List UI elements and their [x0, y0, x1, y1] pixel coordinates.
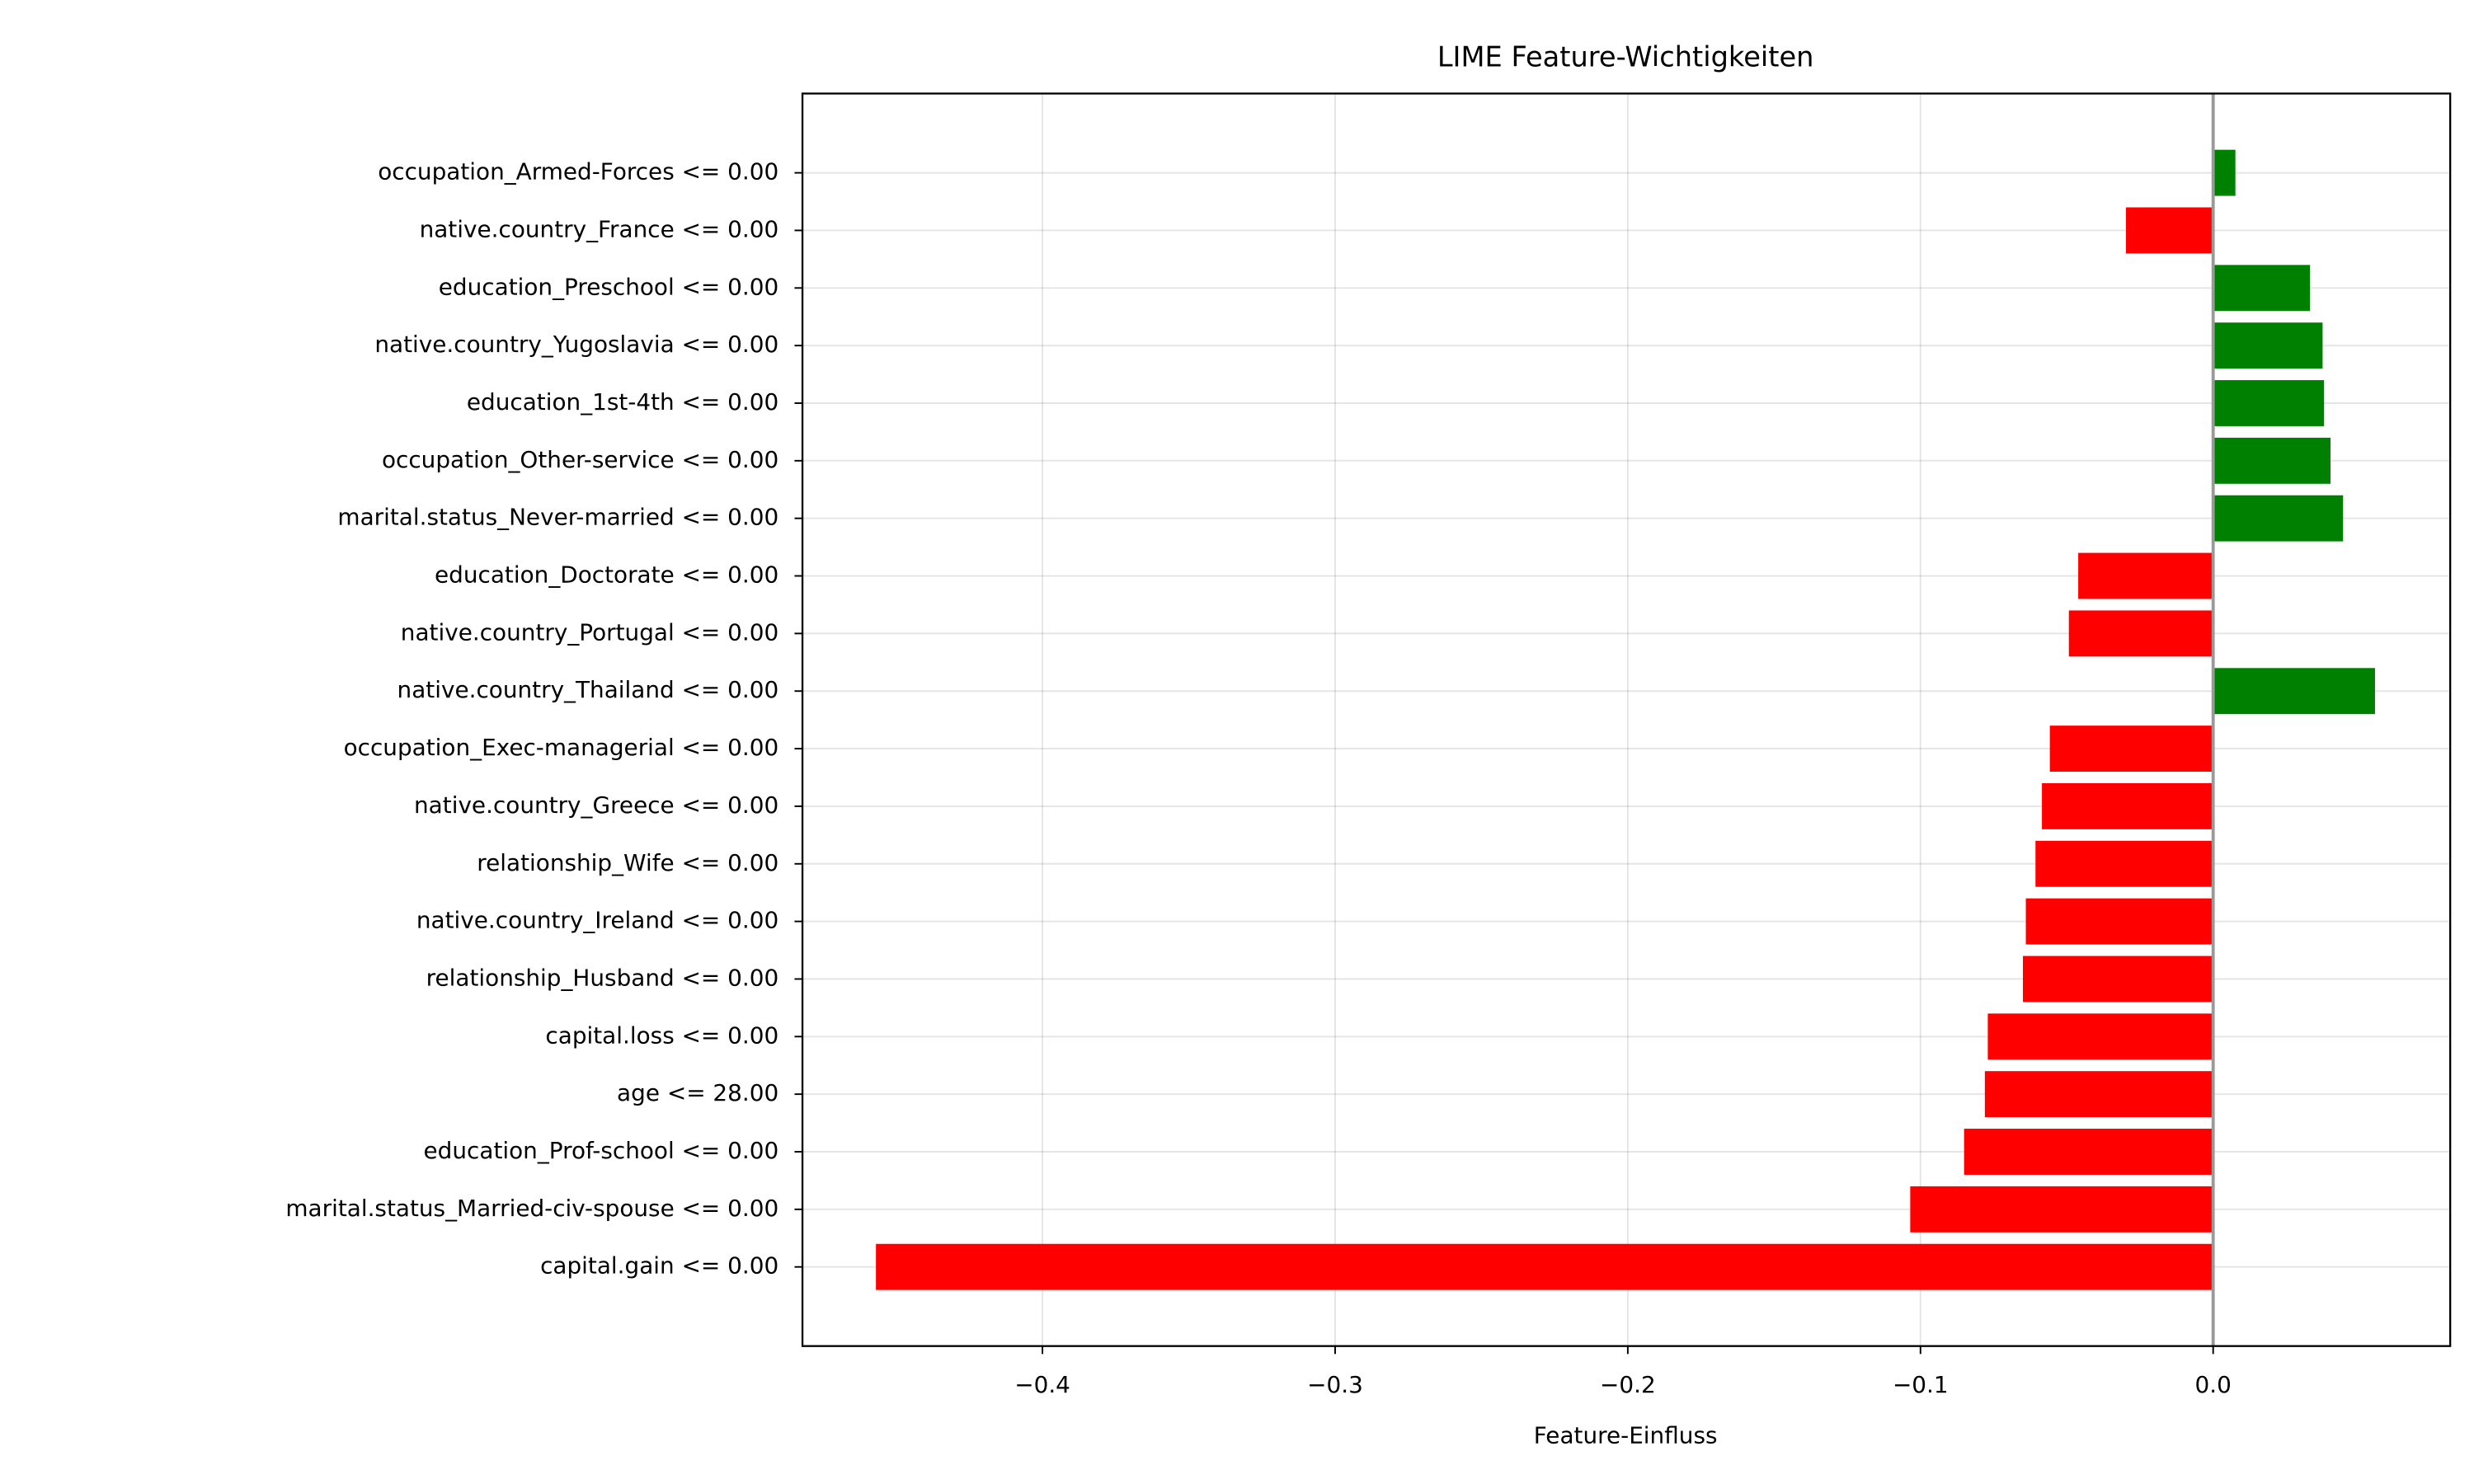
- y-tick-label: occupation_Exec-managerial <= 0.00: [344, 734, 779, 761]
- y-tick-label: occupation_Other-service <= 0.00: [382, 446, 778, 473]
- bar: [2023, 956, 2213, 1003]
- y-tick-label: native.country_Greece <= 0.00: [414, 791, 778, 819]
- y-tick-label: relationship_Husband <= 0.00: [426, 964, 779, 991]
- y-tick-label: age <= 28.00: [617, 1079, 778, 1106]
- y-tick-label: education_Prof-school <= 0.00: [424, 1137, 779, 1164]
- y-tick-label: capital.loss <= 0.00: [545, 1021, 778, 1049]
- bar: [2213, 668, 2375, 715]
- y-tick-label: education_Preschool <= 0.00: [439, 273, 778, 300]
- y-tick-label: relationship_Wife <= 0.00: [477, 849, 778, 876]
- y-tick-label: education_Doctorate <= 0.00: [435, 561, 778, 589]
- y-tick-label: native.country_France <= 0.00: [420, 215, 779, 242]
- bar: [1910, 1186, 2213, 1233]
- plot-frame: [801, 92, 2452, 1347]
- y-tick-label: marital.status_Never-married <= 0.00: [337, 504, 778, 531]
- x-tick-label: −0.1: [1893, 1371, 1949, 1398]
- bar: [2042, 782, 2213, 829]
- x-tick-label: −0.3: [1307, 1371, 1363, 1398]
- y-tick-label: native.country_Ireland <= 0.00: [416, 907, 778, 934]
- bar: [2025, 898, 2213, 945]
- bar: [2035, 840, 2213, 887]
- bar: [2213, 495, 2344, 542]
- x-tick-label: −0.2: [1600, 1371, 1656, 1398]
- y-tick-label: native.country_Thailand <= 0.00: [397, 676, 779, 703]
- y-tick-label: occupation_Armed-Forces <= 0.00: [378, 158, 778, 186]
- bar: [2213, 265, 2311, 312]
- y-tick-label: marital.status_Married-civ-spouse <= 0.0…: [285, 1195, 778, 1222]
- bar: [1964, 1129, 2213, 1175]
- bar: [2068, 610, 2213, 657]
- bar: [2213, 149, 2236, 196]
- bar: [2213, 437, 2331, 484]
- bar: [2049, 726, 2213, 773]
- bar: [876, 1243, 2213, 1290]
- bar: [2213, 380, 2325, 426]
- bar: [1984, 1071, 2213, 1118]
- x-tick-label: −0.4: [1014, 1371, 1070, 1398]
- bar: [1987, 1013, 2213, 1060]
- bar: [2213, 322, 2323, 369]
- y-tick-label: education_1st-4th <= 0.00: [467, 388, 778, 416]
- bar: [2125, 207, 2213, 254]
- chart-title: LIME Feature-Wichtigkeiten: [1437, 41, 1814, 73]
- x-tick-label: 0.0: [2195, 1371, 2232, 1398]
- y-tick-label: capital.gain <= 0.00: [540, 1252, 778, 1280]
- bar: [2078, 552, 2213, 599]
- y-tick-label: native.country_Yugoslavia <= 0.00: [374, 331, 778, 358]
- y-tick-label: native.country_Portugal <= 0.00: [401, 618, 778, 646]
- x-axis-label: Feature-Einfluss: [1534, 1421, 1718, 1449]
